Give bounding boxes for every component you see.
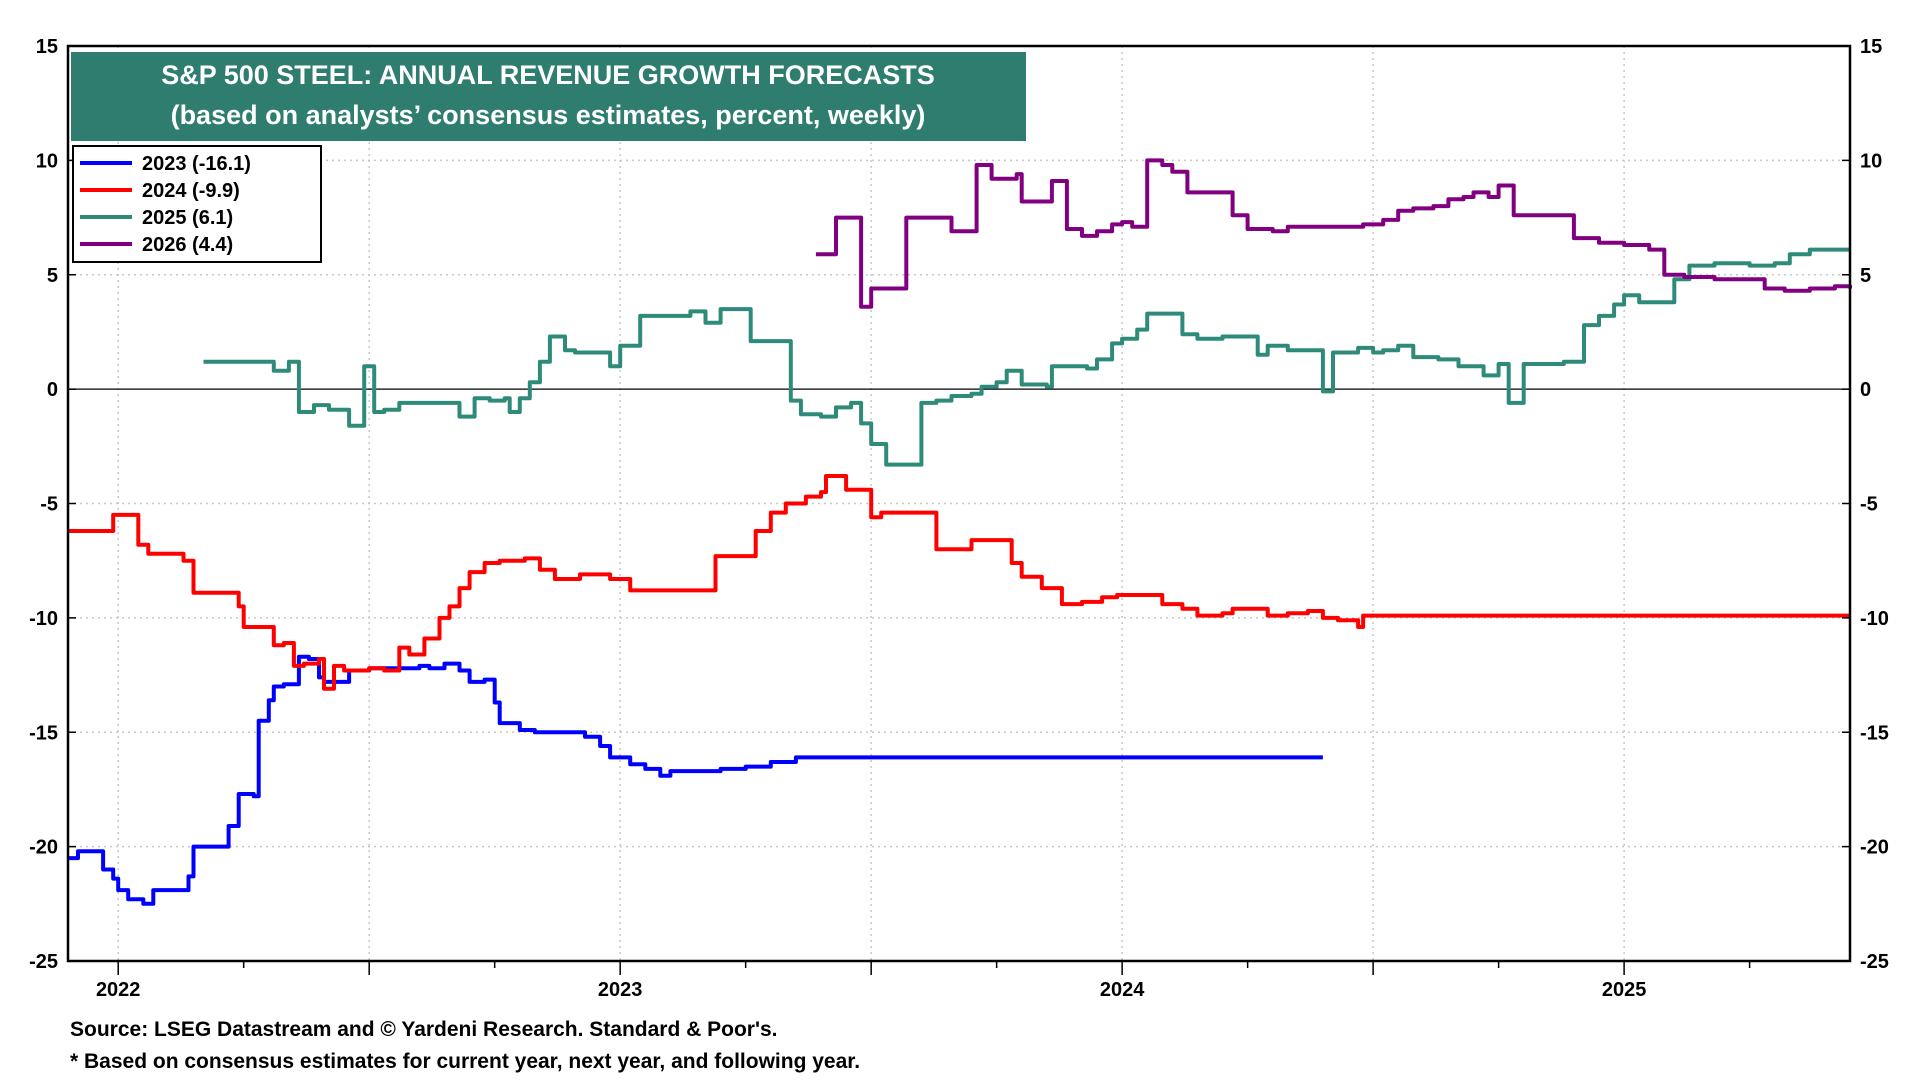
title-box: S&P 500 STEEL: ANNUAL REVENUE GROWTH FOR… xyxy=(71,52,1026,141)
legend-label-2: 2024 (-9.9) xyxy=(142,180,240,202)
y-tick-label-right: -15 xyxy=(1860,722,1889,744)
footnote: * Based on consensus estimates for curre… xyxy=(70,1050,860,1073)
legend: 2023 (-16.1) 2024 (-9.9) 2025 (6.1) 2026 (4… xyxy=(72,145,322,263)
legend-label-1: 2023 (-16.1) xyxy=(142,153,251,175)
series-line-4 xyxy=(815,158,1852,309)
y-tick-label-right: 15 xyxy=(1860,36,1882,58)
chart-subtitle: (based on analysts’ consensus estimates,… xyxy=(171,100,926,130)
x-tick-label: 2022 xyxy=(96,979,141,1001)
series-line-3 xyxy=(203,247,1850,467)
y-axis-right: 15 10 5 0 -5 -10 -15 -20 -25 xyxy=(1842,36,1889,973)
y-tick-label-left: -20 xyxy=(29,837,58,859)
grid-layer xyxy=(68,46,1850,961)
y-tick-label-right: -5 xyxy=(1860,494,1878,516)
y-axis-left: 15 10 5 0 -5 -10 -15 -20 -25 xyxy=(29,36,76,973)
x-tick-label: 2024 xyxy=(1100,979,1145,1001)
y-tick-label-right: 0 xyxy=(1860,379,1871,401)
x-tick-label: 2025 xyxy=(1602,979,1647,1001)
series-line-2 xyxy=(68,474,1850,691)
series-layer xyxy=(68,158,1852,906)
y-tick-label-left: 0 xyxy=(47,379,58,401)
y-tick-label-left: -5 xyxy=(40,494,58,516)
plot-frame xyxy=(66,44,1852,963)
y-tick-label-left: 10 xyxy=(36,150,58,172)
y-tick-label-right: 5 xyxy=(1860,265,1871,287)
y-tick-label-right: -25 xyxy=(1860,951,1889,973)
chart-title: S&P 500 STEEL: ANNUAL REVENUE GROWTH FOR… xyxy=(161,60,935,90)
y-tick-label-left: 15 xyxy=(36,36,58,58)
legend-label-3: 2025 (6.1) xyxy=(142,207,233,229)
y-tick-label-left: -15 xyxy=(29,722,58,744)
legend-label-4: 2026 (4.4) xyxy=(142,234,233,256)
y-tick-label-left: -25 xyxy=(29,951,58,973)
y-tick-label-right: -10 xyxy=(1860,608,1889,630)
series-line-1 xyxy=(68,654,1323,906)
y-tick-label-left: -10 xyxy=(29,608,58,630)
x-axis: 2022 2023 2024 2025 xyxy=(96,961,1751,1001)
x-tick-label: 2023 xyxy=(598,979,643,1001)
y-tick-label-right: 10 xyxy=(1860,150,1882,172)
y-tick-label-right: -20 xyxy=(1860,837,1889,859)
source-note: Source: LSEG Datastream and © Yardeni Re… xyxy=(70,1018,777,1041)
y-tick-label-left: 5 xyxy=(47,265,58,287)
